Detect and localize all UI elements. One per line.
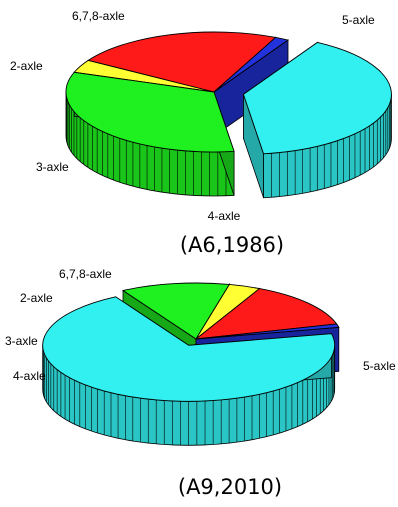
pie-chart-a6-1986-svg: 5-axle 4-axle 3-axle 2-axle 6,7,8-axle (A6,1… bbox=[10, 9, 392, 257]
pie-slice-4-axle bbox=[65, 71, 235, 153]
slice-label-2-axle: 2-axle bbox=[10, 59, 43, 73]
pie-slice-2-axle bbox=[194, 288, 338, 340]
slice-label-5-axle: 5-axle bbox=[342, 13, 375, 27]
slice-label-6-7-8-axle: 6,7,8-axle bbox=[59, 267, 112, 281]
pie-slice-6-7-8-axle bbox=[195, 323, 340, 340]
slice-label-4-axle: 4-axle bbox=[13, 369, 46, 383]
slice-label-4-axle: 4-axle bbox=[208, 209, 241, 223]
slice-label-2-axle: 2-axle bbox=[20, 291, 53, 305]
slice-label-3-axle: 3-axle bbox=[36, 160, 69, 174]
slice-label-6-7-8-axle: 6,7,8-axle bbox=[72, 9, 125, 23]
slice-label-3-axle: 3-axle bbox=[5, 334, 38, 348]
chart-title: (A6,1986) bbox=[180, 233, 284, 257]
pie-slice-5-axle bbox=[42, 296, 336, 402]
pie-slice-5-axle bbox=[242, 41, 392, 155]
pie-chart-a6-1986: 5-axle 4-axle 3-axle 2-axle 6,7,8-axle (A6,1… bbox=[10, 9, 392, 257]
pie-chart-a9-2010-svg: 5-axle 4-axle 3-axle 2-axle 6,7,8-axle (A9,2… bbox=[5, 267, 396, 499]
pie-slice-6-7-8-axle bbox=[213, 36, 290, 93]
pie-slice-4-axle bbox=[121, 282, 231, 340]
slice-label-5-axle: 5-axle bbox=[363, 359, 396, 373]
pie-chart-a9-2010: 5-axle 4-axle 3-axle 2-axle 6,7,8-axle (A9,2… bbox=[0, 262, 398, 507]
chart-title: (A9,2010) bbox=[178, 475, 282, 499]
pie-slice-2-axle bbox=[87, 31, 277, 93]
